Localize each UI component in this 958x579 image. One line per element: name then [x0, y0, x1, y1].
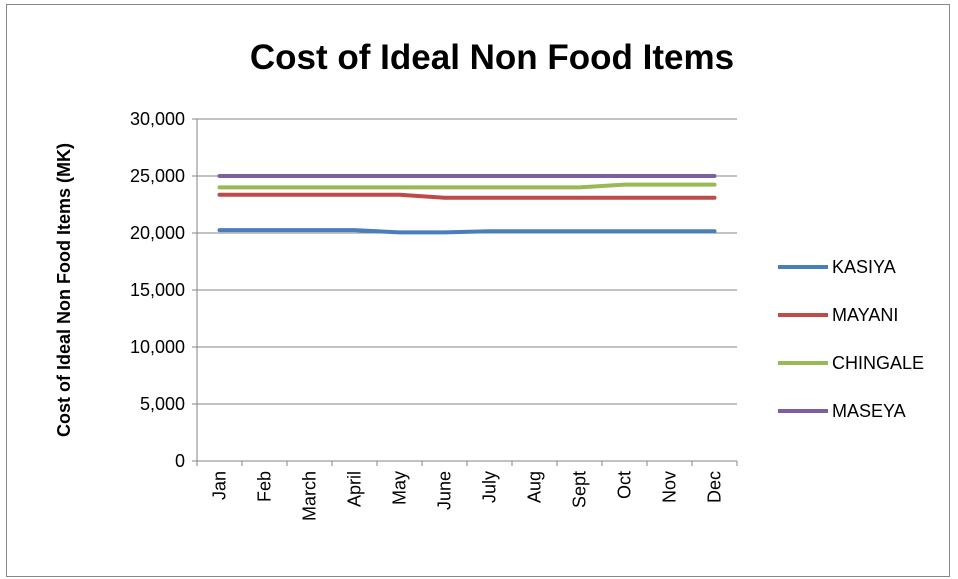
legend: KASIYA MAYANI CHINGALE MASEYA	[778, 257, 924, 421]
y-tick-label: 0	[175, 451, 185, 471]
series-line-chingale	[217, 182, 717, 190]
x-tick-label: Dec	[705, 471, 725, 503]
y-axis-title: Cost of Ideal Non Food Items (MK)	[54, 143, 74, 437]
x-tick-label: Feb	[255, 471, 275, 502]
legend-label-kasiya: KASIYA	[832, 257, 896, 277]
y-tick-label: 10,000	[130, 337, 185, 357]
y-tick-label: 15,000	[130, 280, 185, 300]
x-tick-label: Aug	[525, 471, 545, 503]
legend-label-maseya: MASEYA	[832, 401, 906, 421]
legend-label-mayani: MAYANI	[832, 305, 898, 325]
x-tick-label: Nov	[660, 471, 680, 503]
gridlines	[197, 118, 737, 405]
y-tick-label: 5,000	[140, 394, 185, 414]
x-tick-label: March	[300, 471, 320, 521]
series-lines	[217, 174, 717, 235]
series-line-kasiya	[217, 228, 717, 235]
x-tick-label: Sept	[570, 471, 590, 508]
y-tick-label: 30,000	[130, 109, 185, 129]
x-axis-ticks: Jan Feb March April May June July Aug Sept Oct Nov…	[196, 461, 738, 521]
x-tick-label: May	[390, 471, 410, 505]
x-tick-label: Jan	[210, 471, 230, 500]
x-tick-label: Oct	[615, 471, 635, 499]
chart-title: Cost of Ideal Non Food Items	[249, 38, 735, 77]
series-line-mayani	[217, 192, 717, 200]
x-tick-label: June	[435, 471, 455, 510]
x-tick-label: April	[345, 471, 365, 507]
y-tick-label: 20,000	[130, 223, 185, 243]
y-axis-ticks: 0 5,000 10,000 15,000 20,000 25,000 30,000	[130, 109, 197, 471]
x-tick-label: July	[480, 471, 500, 503]
y-tick-label: 25,000	[130, 166, 185, 186]
axes	[196, 119, 737, 462]
legend-label-chingale: CHINGALE	[832, 353, 924, 373]
